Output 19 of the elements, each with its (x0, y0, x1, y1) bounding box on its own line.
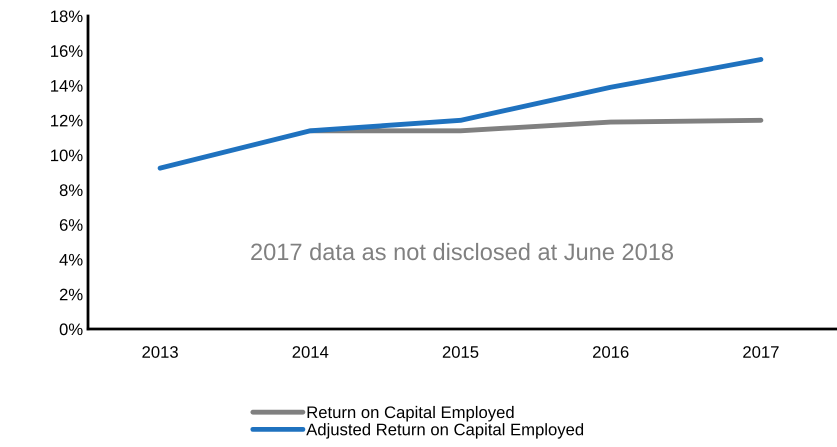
y-tick-label: 8% (60, 184, 83, 196)
x-tick-label: 2014 (292, 346, 328, 358)
annotation: 2017 data as not disclosed at June 2018 (251, 242, 673, 260)
x-tick-label: 2017 (743, 346, 779, 358)
x-tick-label: 2016 (593, 346, 629, 358)
x-tick-label: 2015 (442, 346, 478, 358)
y-tick-label: 6% (60, 219, 83, 231)
y-tick-label: 18% (51, 10, 83, 22)
y-tick-label: 10% (51, 150, 83, 162)
x-tick-label: 2013 (142, 346, 178, 358)
y-tick-label: 0% (60, 323, 83, 336)
y-tick-label: 14% (51, 80, 83, 92)
line-series (158, 57, 764, 171)
y-tick-label: 2% (60, 288, 83, 300)
y-tick-label: 16% (51, 45, 83, 57)
y-tick-label: 4% (59, 254, 83, 266)
legend-label: Return on Capital Employed (308, 406, 514, 422)
y-tick-label: 12% (51, 114, 83, 126)
legend-label: Adjusted Return on Capital Employed (306, 423, 584, 439)
